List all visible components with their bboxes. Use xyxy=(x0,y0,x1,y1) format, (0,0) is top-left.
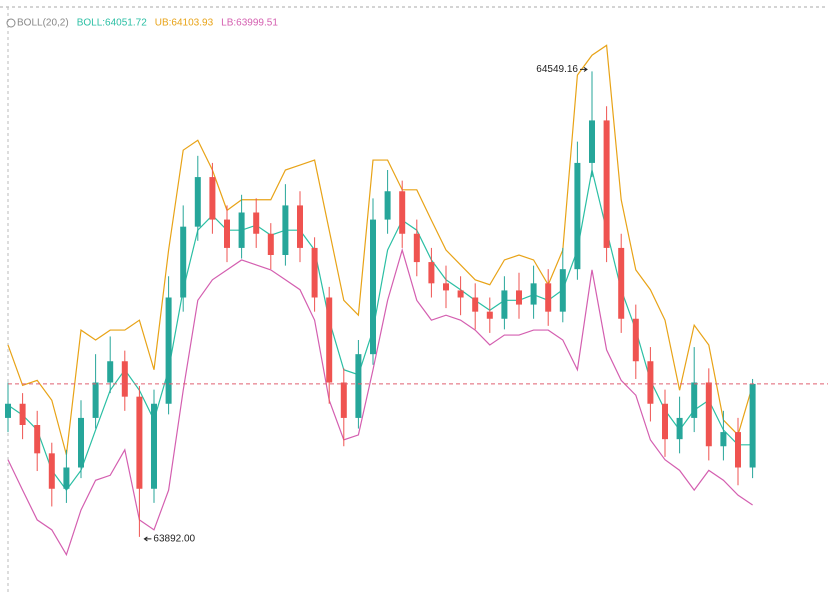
candle-body xyxy=(559,269,566,312)
candle-body xyxy=(370,219,376,355)
candle-body xyxy=(297,205,303,248)
candle-body xyxy=(48,453,55,489)
candle-body xyxy=(735,432,741,468)
candle-body xyxy=(691,382,698,418)
candle-body xyxy=(516,290,522,305)
high-arrow xyxy=(580,67,588,72)
candle-body xyxy=(472,297,479,312)
candle-body xyxy=(589,120,595,163)
candle-body xyxy=(603,120,610,248)
candle-body xyxy=(399,191,406,234)
candle-body xyxy=(355,354,362,418)
candle-body xyxy=(151,403,157,489)
candle-body xyxy=(618,247,625,319)
candle-body xyxy=(749,383,756,468)
candle-body xyxy=(92,382,99,418)
candle-body xyxy=(121,361,128,397)
candle-body xyxy=(676,417,683,440)
candle-body xyxy=(282,205,289,255)
candle-body xyxy=(136,396,143,489)
indicator-icon xyxy=(6,18,16,28)
candle-body xyxy=(107,361,114,383)
candle-body xyxy=(384,191,391,220)
candle-body xyxy=(486,311,493,319)
legend-entry: BOLL:64051.72 xyxy=(77,18,147,29)
candle-body xyxy=(457,290,464,298)
candle-body xyxy=(238,212,245,248)
legend-entry: BOLL(20,2) xyxy=(17,18,69,29)
candle-body xyxy=(194,177,201,227)
band-line xyxy=(7,169,753,492)
candle-body xyxy=(267,233,274,255)
candle-body xyxy=(501,290,508,319)
band-line xyxy=(7,247,753,557)
candle-body xyxy=(574,162,581,270)
candle-body xyxy=(224,219,230,248)
candle-body xyxy=(632,318,639,362)
candle-body xyxy=(253,212,260,234)
legend-entry: LB:63999.51 xyxy=(221,18,278,29)
candle-body xyxy=(428,262,435,284)
band-line xyxy=(7,44,754,455)
candle-body xyxy=(165,297,172,404)
candle-body xyxy=(545,283,552,312)
high-label: 64549.16 xyxy=(536,64,578,75)
low-label: 63892.00 xyxy=(153,534,195,545)
candle-body xyxy=(63,467,70,489)
candle-body xyxy=(5,403,11,418)
candle-body xyxy=(662,403,668,440)
candle-body xyxy=(311,247,318,298)
candle-body xyxy=(413,233,420,263)
candle-body xyxy=(720,432,727,447)
candle-body xyxy=(705,382,712,447)
candle-body xyxy=(647,361,654,404)
legend-entry: UB:64103.93 xyxy=(155,18,214,29)
candle-body xyxy=(340,382,347,418)
candle-body xyxy=(19,403,26,425)
candle-body xyxy=(443,283,449,291)
candle-body xyxy=(209,177,216,220)
candle-body xyxy=(78,417,84,468)
candle-body xyxy=(34,425,41,454)
candle-body xyxy=(180,226,187,298)
candle-body xyxy=(530,283,537,305)
candle-body xyxy=(326,297,333,383)
low-arrow xyxy=(143,536,152,542)
